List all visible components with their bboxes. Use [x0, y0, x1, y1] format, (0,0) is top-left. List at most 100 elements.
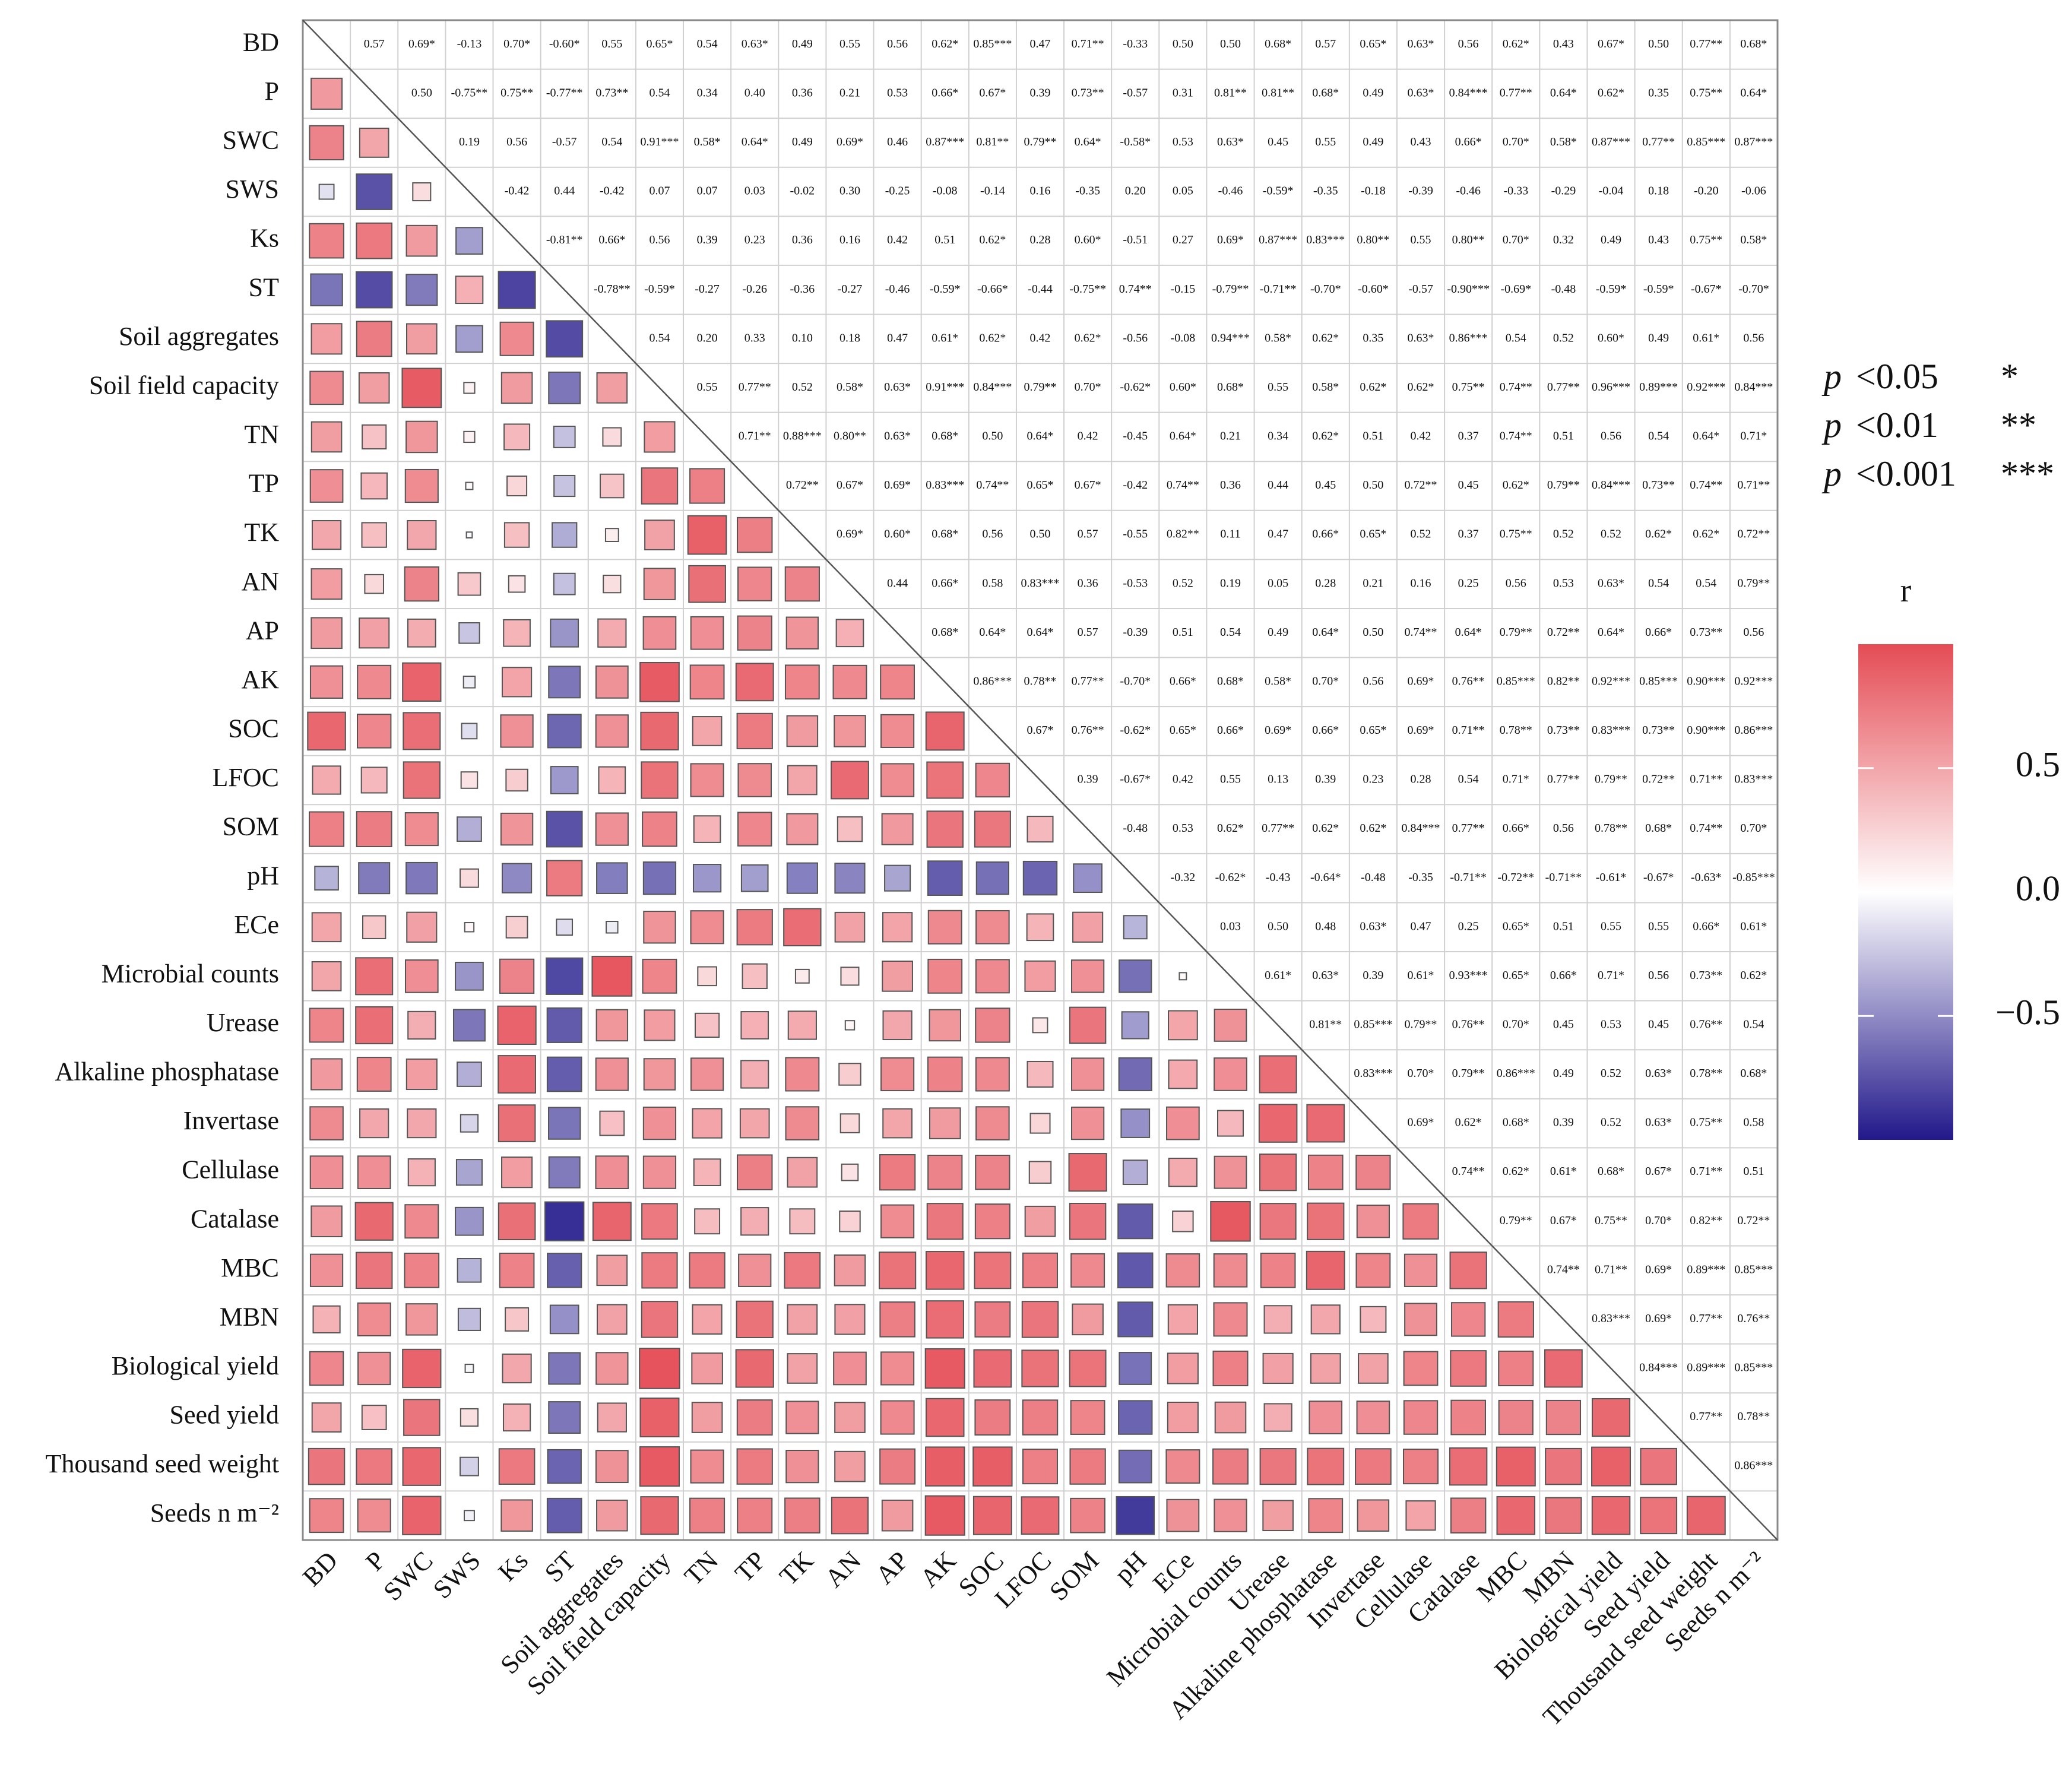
correlation-square — [309, 1351, 344, 1386]
correlation-square — [498, 1055, 536, 1094]
correlation-square — [879, 1154, 916, 1191]
correlation-square — [834, 911, 866, 943]
correlation-label: 0.13 — [1268, 773, 1288, 786]
correlation-label: 0.52 — [1601, 1067, 1621, 1080]
correlation-square — [691, 1402, 723, 1433]
correlation-square — [1356, 1401, 1390, 1434]
correlation-label: 0.64* — [1027, 430, 1054, 443]
correlation-label: -0.35 — [1075, 185, 1100, 198]
correlation-label: 0.49 — [792, 135, 813, 148]
correlation-label: -0.45 — [1123, 430, 1148, 443]
correlation-label: 0.44 — [554, 185, 575, 198]
column-label: pH — [1109, 1546, 1152, 1589]
column-label: TN — [679, 1546, 724, 1591]
correlation-label: 0.18 — [839, 331, 860, 344]
correlation-label: 0.55 — [1220, 773, 1241, 786]
correlation-label: 0.70* — [1645, 1214, 1672, 1227]
correlation-square — [641, 761, 679, 799]
correlation-square — [1307, 1447, 1345, 1485]
correlation-square — [643, 911, 676, 944]
correlation-label: 0.56 — [506, 135, 527, 148]
correlation-label: 0.87*** — [1259, 233, 1297, 246]
correlation-square — [834, 863, 866, 894]
correlation-square — [310, 273, 343, 306]
correlation-label: 0.75** — [1690, 86, 1722, 99]
correlation-label: 0.39 — [1363, 969, 1383, 982]
correlation-square — [833, 1351, 867, 1386]
correlation-label: 0.16 — [1411, 576, 1431, 590]
correlation-square — [695, 1012, 720, 1038]
correlation-label: 0.66* — [932, 576, 958, 590]
correlation-square — [927, 1155, 963, 1190]
correlation-label: 0.65* — [1027, 479, 1054, 492]
correlation-square — [1069, 1448, 1106, 1485]
correlation-square — [597, 618, 627, 648]
correlation-square — [784, 1251, 821, 1289]
correlation-label: 0.51 — [1743, 1165, 1764, 1178]
correlation-square — [881, 813, 914, 845]
correlation-label: 0.90*** — [1687, 724, 1725, 737]
correlation-square — [689, 1497, 725, 1533]
correlation-label: 0.58* — [694, 135, 721, 148]
correlation-square — [644, 421, 676, 453]
correlation-label: -0.60* — [549, 37, 580, 50]
correlation-label: 0.73** — [1547, 724, 1580, 737]
correlation-label: 0.72** — [1405, 479, 1437, 492]
correlation-square — [498, 1104, 536, 1142]
correlation-square — [1450, 1497, 1487, 1533]
correlation-label: -0.02 — [790, 185, 815, 198]
correlation-square — [1355, 1448, 1392, 1485]
correlation-square — [1262, 1500, 1294, 1532]
correlation-square — [356, 811, 392, 848]
correlation-label: -0.55 — [1123, 528, 1148, 541]
correlation-label: -0.53 — [1123, 576, 1148, 590]
correlation-label: 0.68* — [1645, 822, 1672, 835]
correlation-square — [687, 515, 727, 555]
correlation-label: 0.77** — [1072, 674, 1104, 687]
column-label: SWS — [427, 1546, 486, 1605]
correlation-square — [735, 1349, 774, 1388]
correlation-label: -0.36 — [790, 283, 815, 296]
correlation-square — [404, 1252, 440, 1288]
correlation-label: 0.69* — [1408, 1116, 1434, 1129]
correlation-square — [1027, 816, 1054, 843]
correlation-label: 0.16 — [839, 233, 860, 246]
correlation-square — [736, 909, 773, 946]
correlation-square — [1357, 1499, 1390, 1532]
correlation-label: 0.70* — [1312, 674, 1339, 687]
correlation-square — [455, 227, 483, 255]
correlation-label: 0.76** — [1737, 1312, 1770, 1325]
correlation-square — [1591, 1398, 1631, 1437]
correlation-label: 0.43 — [1648, 233, 1669, 246]
correlation-square — [1024, 960, 1056, 992]
correlation-square — [464, 1510, 475, 1522]
correlation-label: 0.66* — [1312, 724, 1339, 737]
correlation-label: 0.49 — [1553, 1067, 1574, 1080]
correlation-square — [975, 762, 1010, 798]
correlation-label: 0.42 — [1030, 331, 1051, 344]
correlation-label: 0.63* — [884, 430, 911, 443]
correlation-square — [1172, 1210, 1194, 1232]
correlation-label: 0.61* — [1740, 920, 1767, 933]
correlation-square — [839, 1113, 860, 1133]
correlation-label: -0.44 — [1028, 283, 1053, 296]
correlation-square — [412, 182, 432, 202]
correlation-label: 0.68* — [1217, 674, 1244, 687]
correlation-label: 0.56 — [1743, 331, 1764, 344]
correlation-square — [925, 1251, 965, 1290]
correlation-label: 0.50 — [982, 430, 1003, 443]
correlation-label: 0.89*** — [1687, 1263, 1725, 1276]
correlation-square — [1118, 1057, 1152, 1092]
correlation-square — [643, 1058, 676, 1091]
correlation-square — [786, 813, 819, 845]
correlation-square — [503, 423, 531, 451]
row-label: SOC — [228, 714, 279, 743]
correlation-square — [311, 519, 342, 550]
correlation-label: -0.26 — [742, 283, 767, 296]
correlation-label: 0.43 — [1411, 135, 1431, 148]
correlation-label: 0.11 — [1220, 528, 1240, 541]
correlation-square — [1168, 1158, 1198, 1187]
correlation-square — [688, 565, 726, 603]
correlation-label: 0.54 — [1506, 331, 1526, 344]
correlation-label: 0.53 — [1173, 135, 1193, 148]
